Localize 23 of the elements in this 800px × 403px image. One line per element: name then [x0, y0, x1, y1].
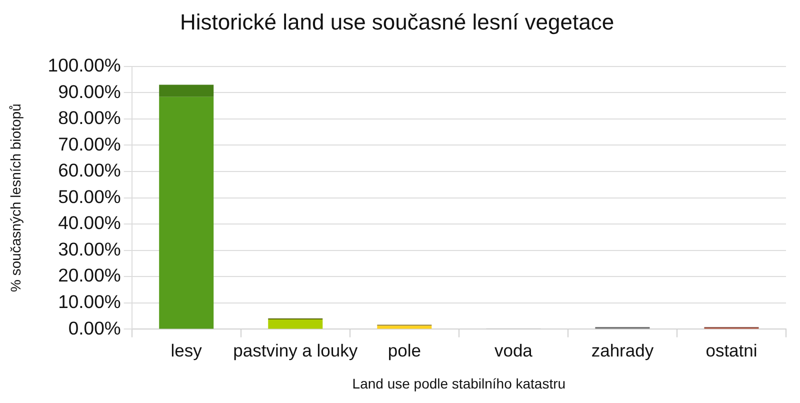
- bar: [159, 96, 214, 329]
- y-axis-title: % současných lesních biotopů: [7, 104, 24, 292]
- x-tick-label: zahrady: [591, 340, 654, 361]
- x-tick-label: ostatni: [706, 340, 758, 361]
- y-tick-label: 70.00%: [58, 133, 121, 154]
- x-tick-label: pastviny a louky: [233, 340, 358, 361]
- y-tick-label: 20.00%: [58, 264, 121, 286]
- chart-title: Historické land use současné lesní vegetace: [180, 9, 614, 34]
- x-tick-label: pole: [388, 340, 421, 361]
- y-tick-label: 80.00%: [58, 107, 121, 128]
- y-tick-label: 30.00%: [58, 238, 121, 260]
- x-axis-title: Land use podle stabilního katastru: [352, 375, 566, 392]
- y-tick-label: 60.00%: [58, 160, 121, 181]
- x-tick-label: voda: [494, 340, 533, 361]
- y-tick-label: 10.00%: [58, 291, 121, 312]
- y-tick-label: 90.00%: [58, 80, 121, 102]
- y-tick-label: 100.00%: [48, 54, 121, 76]
- y-tick-label: 50.00%: [58, 186, 121, 207]
- bar: [268, 319, 323, 329]
- bar: [159, 84, 214, 97]
- y-tick-label: 0.00%: [68, 317, 121, 338]
- y-tick-label: 40.00%: [58, 212, 121, 234]
- x-tick-label: lesy: [170, 340, 202, 361]
